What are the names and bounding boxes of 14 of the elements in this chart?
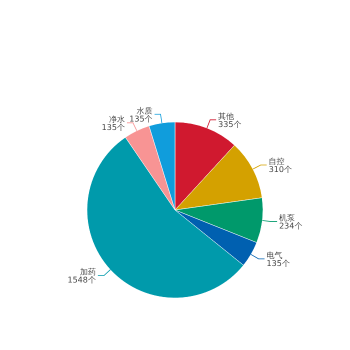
slice-label: 自控	[268, 156, 285, 166]
data-label: 135个	[129, 114, 153, 124]
slice-label: 净水	[108, 114, 125, 124]
slice-label: 其他	[218, 112, 234, 121]
data-label: 234个	[279, 222, 302, 231]
data-label: 135个	[266, 258, 290, 268]
data-label: 335个	[218, 120, 242, 129]
slice-label: 电气	[266, 250, 283, 260]
slice-label: 机泵	[279, 214, 296, 223]
data-label: 310个	[268, 164, 292, 174]
slice-label: 水质	[136, 106, 153, 116]
slice-label: 加药	[80, 268, 96, 277]
data-label: 1548个	[68, 276, 96, 285]
data-label: 135个	[102, 122, 125, 132]
